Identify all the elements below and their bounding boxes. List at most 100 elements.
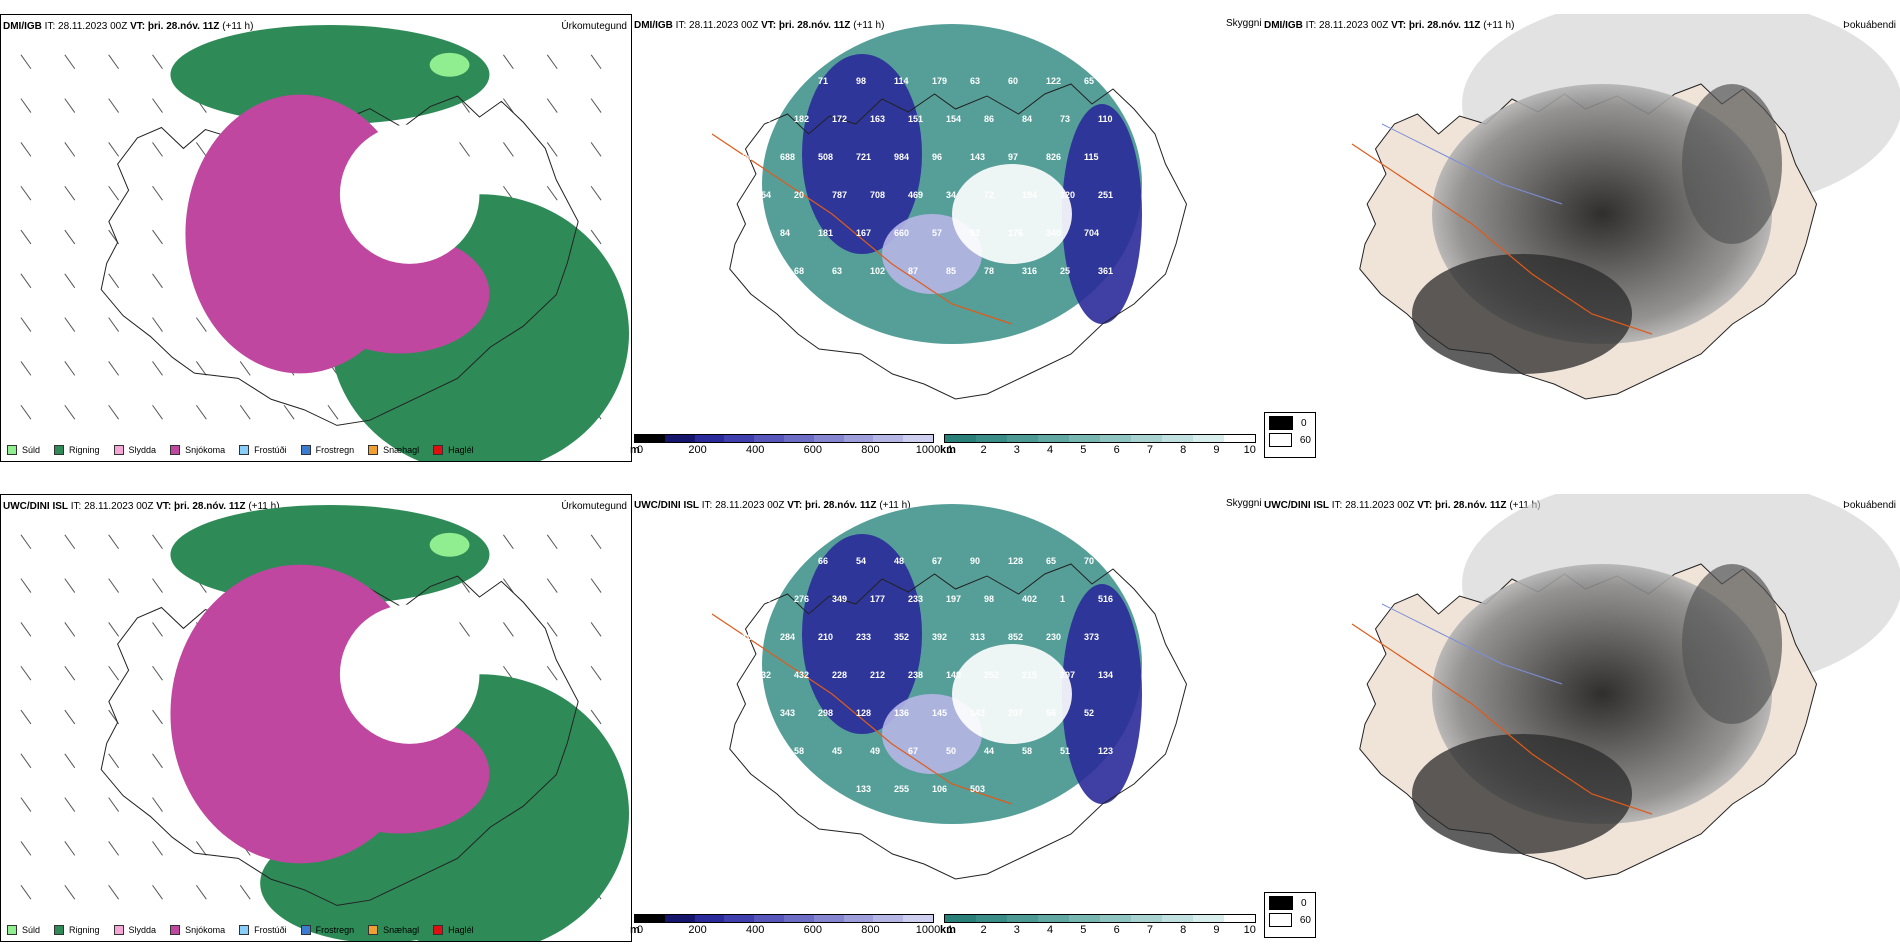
cloud-height-label: 184 bbox=[742, 228, 757, 238]
fog-index-area bbox=[1682, 564, 1782, 724]
wind-barb-icon bbox=[64, 578, 76, 593]
wind-barb-icon bbox=[108, 797, 120, 812]
colorbar-cell bbox=[1100, 915, 1131, 922]
colorbar-tick-label: 4 bbox=[1047, 444, 1054, 456]
colorbar-tick-label: 200 bbox=[688, 924, 707, 936]
colorbar-tick-label: 0 bbox=[636, 444, 644, 456]
colorbar-cell bbox=[1162, 435, 1193, 442]
cloud-height-label: 228 bbox=[832, 670, 847, 680]
colorbar-unit: m bbox=[630, 444, 640, 456]
it-label: IT: bbox=[1331, 500, 1343, 511]
wind-barb-icon bbox=[108, 841, 120, 856]
colorbar-tick-label: 7 bbox=[1146, 444, 1153, 456]
wind-barb-icon bbox=[20, 361, 32, 376]
legend-label: Rigning bbox=[69, 925, 100, 935]
wind-barb-icon bbox=[108, 884, 120, 900]
wind-barb-icon bbox=[108, 534, 120, 550]
wind-barb-icon bbox=[590, 665, 602, 681]
panel-header: DMI/IGB IT: 28.11.2023 00Z VT: þri. 28.n… bbox=[634, 20, 1258, 32]
colorbar-tick-label: 400 bbox=[746, 924, 765, 936]
colorbar-cell bbox=[664, 915, 695, 922]
cloud-height-label: 340 bbox=[1046, 228, 1061, 238]
wind-barb-icon bbox=[64, 54, 76, 70]
cloud-height-label: 508 bbox=[818, 152, 833, 162]
colorbar-tick-label: 800 bbox=[861, 444, 880, 456]
wind-barb-icon bbox=[502, 622, 514, 637]
wind-barb-icon bbox=[546, 665, 558, 681]
wind-barb-icon bbox=[152, 578, 163, 593]
cloud-height-label: 68 bbox=[794, 266, 804, 276]
river-network bbox=[1381, 123, 1563, 205]
colorbar-tick-label: 6 bbox=[1113, 444, 1120, 456]
wind-barb-icon bbox=[108, 753, 120, 769]
wind-barb-icon bbox=[64, 622, 76, 637]
cloud-height-label: 194 bbox=[1022, 190, 1037, 200]
wind-barb-icon bbox=[20, 273, 32, 289]
vt-label: VT: bbox=[130, 21, 146, 32]
cloud-panel-bottom: UWC/DINI ISL IT: 28.11.2023 00Z VT: þri.… bbox=[630, 494, 1262, 942]
colorbar-tick-label: 0 bbox=[636, 924, 644, 936]
wind-barb-icon bbox=[20, 578, 32, 593]
cloud-height-label: 469 bbox=[908, 190, 923, 200]
lead-time: (+11 h) bbox=[248, 501, 280, 512]
legend-item: Haglél bbox=[433, 445, 474, 455]
coastline bbox=[729, 563, 1188, 880]
cloud-height-label: 58 bbox=[1022, 746, 1032, 756]
colorbar-tick-label: 9 bbox=[1213, 924, 1220, 936]
wind-barb-icon bbox=[108, 317, 120, 332]
fog-index-area bbox=[1412, 254, 1632, 374]
wind-barb-icon bbox=[20, 229, 32, 245]
colorbar-cell bbox=[1007, 435, 1038, 442]
wind-barb-icon bbox=[546, 578, 558, 593]
wind-barb-icon bbox=[64, 884, 76, 900]
cloud-height-label: 52 bbox=[1084, 708, 1094, 718]
cloud-height-label: 20 bbox=[794, 190, 804, 200]
lead-time: (+11 h) bbox=[853, 20, 885, 31]
cloud-height-label: 86 bbox=[984, 114, 994, 124]
colorbar-strip bbox=[634, 434, 934, 443]
colorbar-cell bbox=[903, 435, 933, 442]
road-network bbox=[711, 133, 1013, 325]
legend-swatch bbox=[1269, 913, 1292, 927]
colorbar-tick-label: 600 bbox=[803, 444, 822, 456]
wind-barb-icon bbox=[152, 317, 163, 332]
cloud-height-label: 208 bbox=[780, 784, 795, 794]
cloud-height-label: 313 bbox=[970, 632, 985, 642]
cloud-height-label: 73 bbox=[1060, 114, 1070, 124]
wind-barb-icon bbox=[590, 142, 602, 157]
cloud-height-label: 516 bbox=[1098, 594, 1113, 604]
vt-value: þri. 28.nóv. 11Z bbox=[1408, 20, 1481, 31]
cloud-height-label: 316 bbox=[1022, 266, 1037, 276]
river-network bbox=[1381, 603, 1563, 685]
colorbar-cell bbox=[664, 435, 695, 442]
it-value: 28.11.2023 00Z bbox=[1319, 20, 1389, 31]
cloud-height-label: 63 bbox=[742, 76, 752, 86]
it-label: IT: bbox=[44, 21, 56, 32]
wind-barb-icon bbox=[64, 841, 76, 856]
cloud-height-label: 128 bbox=[1008, 556, 1023, 566]
it-label: IT: bbox=[675, 20, 687, 31]
colorbar-cell bbox=[783, 435, 814, 442]
colorbar-cell bbox=[813, 915, 844, 922]
legend-swatch bbox=[368, 445, 379, 455]
legend-swatch bbox=[433, 445, 444, 455]
legend-label: Súld bbox=[22, 445, 41, 455]
wind-barb-icon bbox=[152, 229, 163, 245]
precip-type-panel-bottom: UWC/DINI ISL IT: 28.11.2023 00Z VT: þri.… bbox=[0, 494, 632, 942]
wind-barb-icon bbox=[546, 622, 558, 637]
cloud-height-label: 251 bbox=[1098, 190, 1113, 200]
colorbar-cell bbox=[724, 435, 755, 442]
cloud-height-label: 162 bbox=[742, 632, 757, 642]
wind-barb-icon bbox=[20, 185, 32, 201]
panel-title: Skyggni bbox=[1226, 18, 1262, 29]
cloud-height-label: 84 bbox=[780, 228, 790, 238]
cloud-height-label: 163 bbox=[870, 114, 885, 124]
panel-header: DMI/IGB IT: 28.11.2023 00Z VT: þri. 28.n… bbox=[3, 21, 627, 33]
snow-area bbox=[310, 234, 490, 354]
cloud-height-label: 44 bbox=[984, 746, 994, 756]
colorbar-cell bbox=[873, 435, 904, 442]
wind-barb-icon bbox=[195, 404, 207, 420]
cloud-height-label: 72 bbox=[984, 190, 994, 200]
cloud-height-label: 177 bbox=[870, 594, 885, 604]
cloud-height-label: 172 bbox=[832, 114, 847, 124]
